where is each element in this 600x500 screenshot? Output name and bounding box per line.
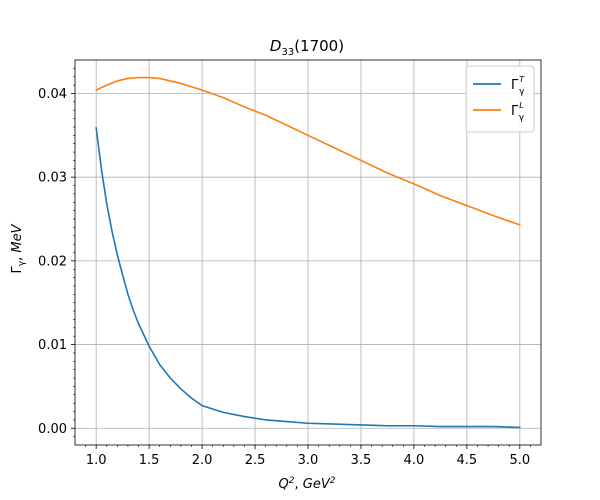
x-tick-label: 1.0	[86, 453, 107, 468]
x-tick-label: 5.0	[509, 453, 530, 468]
y-tick-label: 0.03	[38, 171, 67, 186]
chart-title: D33(1700)	[270, 37, 344, 58]
x-tick-label: 4.5	[457, 453, 478, 468]
y-tick-label: 0.01	[38, 338, 67, 353]
x-tick-label: 4.0	[404, 453, 425, 468]
x-axis-label: Q2, GeV2	[279, 476, 336, 492]
y-tick-label: 0.02	[38, 254, 67, 269]
series-line-0	[95, 126, 521, 429]
grid	[75, 60, 541, 445]
series-lines	[95, 76, 521, 429]
x-tick-label: 3.0	[298, 453, 319, 468]
y-axis-ticks: 0.00 0.01 0.02 0.03 0.04	[38, 68, 75, 437]
x-tick-label: 3.5	[351, 453, 372, 468]
legend-box	[465, 65, 535, 133]
y-axis-label: Γγ, MeV	[10, 223, 27, 273]
x-tick-label: 1.5	[139, 453, 160, 468]
series-line-1	[95, 76, 521, 226]
y-tick-label: 0.04	[38, 87, 67, 102]
legend: ΓT γ ΓL γ	[465, 65, 535, 133]
y-tick-label: 0.00	[38, 422, 67, 437]
x-axis-ticks: 1.0 1.5 2.0 2.5 3.0 3.5 4.0 4.5 5.0	[85, 445, 531, 468]
legend-label-0: ΓT γ	[511, 75, 525, 97]
x-tick-label: 2.5	[245, 453, 266, 468]
legend-label-1: ΓL γ	[511, 101, 525, 123]
x-tick-label: 2.0	[192, 453, 213, 468]
